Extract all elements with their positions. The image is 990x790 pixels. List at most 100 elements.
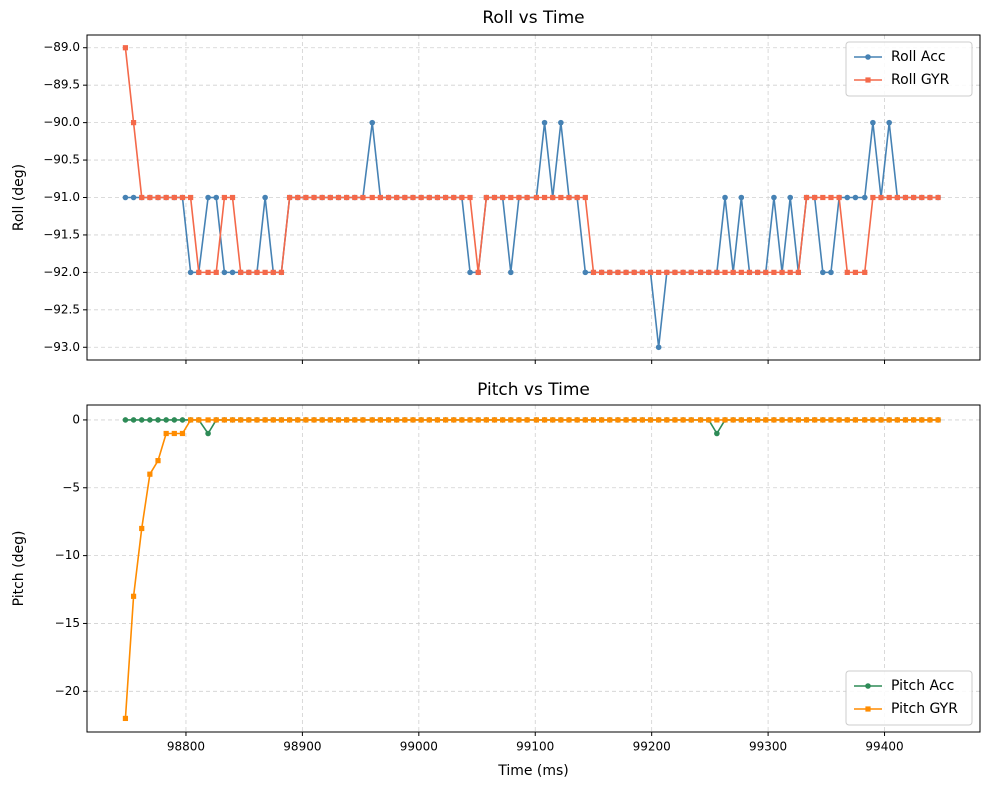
data-point	[451, 417, 457, 423]
data-point	[771, 417, 777, 423]
data-point	[533, 194, 540, 201]
data-point	[442, 194, 449, 201]
data-point	[582, 417, 588, 423]
data-point	[155, 194, 161, 201]
data-point	[524, 194, 530, 201]
data-point	[558, 194, 564, 201]
data-point	[558, 119, 564, 126]
data-point	[360, 194, 366, 201]
data-point	[467, 417, 473, 423]
data-point	[902, 417, 909, 423]
data-point	[426, 417, 432, 423]
data-point	[935, 417, 941, 423]
y-tick-label: −91.0	[43, 190, 80, 204]
data-point	[196, 269, 202, 275]
data-point	[483, 417, 489, 423]
data-point	[122, 715, 129, 722]
data-point	[550, 194, 556, 201]
data-point	[599, 417, 605, 423]
data-point	[254, 417, 260, 423]
data-point	[303, 194, 309, 201]
data-point	[254, 269, 260, 275]
data-point	[295, 194, 301, 201]
chart-title: Roll vs Time	[482, 8, 584, 28]
data-point	[664, 417, 670, 423]
data-point	[647, 417, 654, 423]
data-point	[352, 194, 358, 201]
data-point	[927, 417, 933, 423]
data-point	[410, 417, 416, 423]
series-line	[124, 47, 939, 274]
data-point	[574, 417, 580, 423]
legend-marker	[865, 706, 871, 712]
data-point	[852, 417, 859, 423]
data-point	[122, 45, 129, 51]
data-point	[516, 194, 522, 201]
data-point	[147, 471, 153, 477]
data-point	[655, 344, 662, 351]
data-point	[221, 269, 228, 276]
data-point	[286, 194, 293, 201]
data-point	[574, 194, 580, 201]
data-point	[278, 269, 285, 275]
data-point	[205, 194, 211, 201]
data-point	[795, 269, 801, 275]
data-point	[418, 194, 424, 201]
data-point	[147, 417, 153, 423]
data-point	[122, 417, 129, 423]
data-point	[738, 269, 744, 275]
data-point	[812, 417, 818, 423]
data-point	[755, 417, 761, 423]
data-point	[878, 194, 884, 201]
data-point	[205, 269, 211, 275]
data-point	[163, 430, 169, 437]
data-point	[902, 194, 909, 201]
data-point	[179, 417, 186, 423]
data-point	[820, 194, 826, 201]
data-point	[886, 417, 892, 423]
data-point	[722, 194, 728, 201]
data-point	[500, 417, 506, 423]
data-point	[262, 417, 268, 423]
data-point	[582, 269, 589, 276]
data-point	[467, 194, 473, 201]
data-point	[188, 194, 194, 201]
data-point	[919, 417, 925, 423]
y-tick-label: −93.0	[43, 340, 80, 354]
data-point	[434, 417, 441, 423]
data-point	[672, 417, 678, 423]
y-axis-label: Roll (deg)	[11, 164, 27, 231]
y-tick-label: −92.0	[43, 265, 80, 279]
axes-frame	[86, 404, 981, 733]
data-point	[862, 269, 868, 275]
data-point	[377, 417, 383, 423]
data-point	[787, 194, 794, 201]
legend-marker	[865, 54, 871, 60]
data-point	[714, 430, 720, 437]
data-point	[779, 417, 785, 423]
data-point	[327, 194, 333, 201]
data-point	[656, 269, 662, 275]
data-point	[394, 194, 400, 201]
data-point	[213, 194, 220, 201]
data-point	[327, 417, 333, 423]
data-point	[434, 194, 441, 201]
data-point	[566, 194, 572, 201]
data-point	[870, 194, 876, 201]
x-tick-label: 99100	[516, 740, 554, 754]
data-point	[369, 119, 376, 126]
series-line	[124, 419, 939, 719]
data-point	[803, 194, 810, 201]
data-point	[828, 269, 834, 276]
chart-title: Pitch vs Time	[477, 380, 590, 400]
data-point	[730, 417, 736, 423]
data-point	[714, 417, 720, 423]
data-point	[706, 269, 712, 275]
y-tick-label: −89.5	[43, 78, 80, 92]
data-point	[738, 417, 744, 423]
data-point	[541, 119, 548, 126]
data-point	[130, 120, 137, 126]
data-point	[639, 269, 645, 275]
data-point	[771, 269, 777, 275]
data-point	[451, 194, 457, 201]
